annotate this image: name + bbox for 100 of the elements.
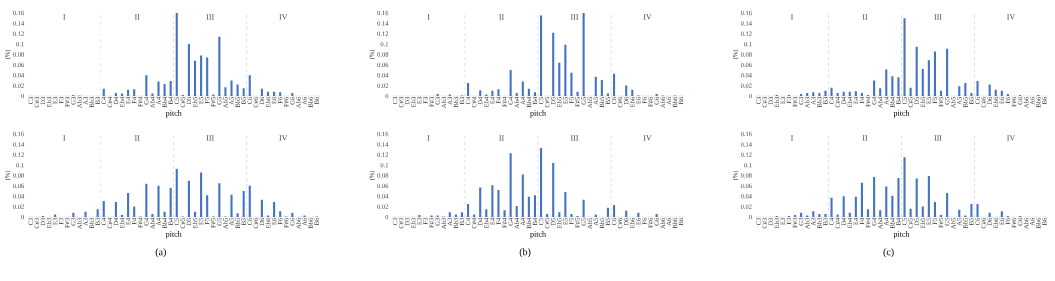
bar: [939, 90, 943, 96]
bar: [200, 55, 203, 96]
annotation: IV: [643, 14, 652, 20]
bar: [879, 88, 882, 96]
bar: [163, 84, 166, 96]
annotation: II: [134, 14, 140, 20]
bar: [964, 83, 967, 96]
bar: [824, 90, 827, 96]
bar: [570, 213, 573, 217]
bar: [102, 88, 105, 96]
bar: [915, 178, 918, 217]
x-axis-title: pitch: [530, 110, 546, 118]
bar: [127, 89, 130, 96]
x-axis-title: pitch: [893, 110, 910, 118]
bar: [1000, 90, 1003, 96]
bar: [460, 212, 464, 217]
annotation: II: [134, 135, 140, 141]
bar: [527, 196, 530, 217]
bar: [533, 195, 537, 217]
bar: [612, 205, 616, 217]
annotation: III: [934, 135, 942, 141]
annotation: I: [63, 14, 66, 20]
bar: [273, 201, 276, 217]
bar: [812, 211, 815, 217]
bar: [279, 92, 282, 96]
annotation: II: [499, 135, 504, 141]
annotation: IV: [643, 135, 652, 141]
annotation: I: [427, 135, 430, 141]
annotation: IV: [1007, 14, 1016, 20]
bar: [418, 214, 421, 217]
bar: [564, 192, 567, 217]
bar: [606, 207, 610, 217]
bar: [509, 70, 512, 96]
bar: [564, 44, 567, 96]
bar: [540, 15, 543, 96]
x-axis-title: pitch: [530, 231, 546, 239]
annotation: I: [790, 14, 794, 20]
x-axis-title: pitch: [165, 231, 182, 239]
bar: [606, 93, 610, 96]
annotation: IV: [279, 135, 288, 141]
bar: [242, 88, 245, 96]
bar: [631, 89, 634, 96]
bar: [133, 89, 136, 96]
bar: [927, 176, 930, 217]
x-axis-title: pitch: [893, 231, 910, 239]
bar: [558, 212, 561, 217]
bar: [582, 199, 585, 217]
bar: [988, 84, 991, 96]
annotation: I: [790, 135, 794, 141]
bar: [854, 91, 857, 96]
bar: [552, 32, 555, 96]
annotation: III: [206, 14, 214, 20]
bar: [885, 186, 888, 217]
bar: [497, 190, 500, 217]
bar: [909, 87, 912, 96]
bar: [612, 73, 616, 96]
bar: [921, 69, 924, 96]
bar: [175, 13, 178, 96]
bar: [812, 92, 815, 96]
bar: [824, 213, 827, 217]
bar: [946, 48, 949, 96]
bar: [84, 211, 87, 217]
bar: [891, 76, 894, 96]
bar: [594, 214, 597, 217]
bar: [114, 201, 117, 217]
bar: [970, 204, 973, 217]
bar: [133, 206, 136, 217]
bar: [206, 195, 209, 217]
bar: [509, 153, 512, 217]
bar: [157, 81, 160, 96]
bar: [933, 201, 936, 217]
annotation: I: [427, 14, 430, 20]
bar: [576, 91, 579, 96]
bar: [448, 212, 451, 217]
bar: [151, 93, 154, 96]
bar: [248, 185, 251, 217]
bar: [467, 83, 470, 96]
annotation: III: [570, 14, 579, 20]
bar: [96, 209, 99, 217]
bar: [157, 185, 160, 217]
annotation: II: [862, 14, 868, 20]
bar: [127, 193, 130, 217]
bar: [915, 46, 918, 96]
bar: [120, 214, 124, 217]
bar: [939, 214, 943, 217]
bar: [200, 172, 203, 217]
bar: [163, 211, 166, 217]
bar: [503, 210, 506, 217]
annotation: III: [570, 135, 579, 141]
bar: [655, 93, 658, 96]
bar: [873, 80, 876, 96]
bar: [909, 208, 912, 217]
bar: [479, 90, 482, 96]
bar: [102, 200, 105, 217]
x-axis-title: pitch: [165, 110, 182, 118]
bar: [533, 92, 537, 96]
bar: [187, 44, 190, 96]
bar: [927, 60, 930, 96]
bar: [800, 93, 803, 96]
bar: [248, 75, 251, 96]
